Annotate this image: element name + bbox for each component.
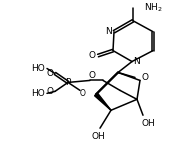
Text: O: O — [46, 69, 53, 78]
Text: P: P — [65, 78, 71, 87]
Text: O: O — [89, 51, 96, 60]
Text: NH$_2$: NH$_2$ — [144, 2, 163, 14]
Text: N: N — [106, 27, 112, 36]
Text: O: O — [46, 87, 53, 96]
Text: HO: HO — [31, 89, 45, 98]
Text: O: O — [80, 89, 86, 98]
Text: O: O — [141, 73, 148, 82]
Text: O: O — [89, 71, 96, 80]
Text: OH: OH — [91, 132, 105, 141]
Text: N: N — [134, 57, 140, 66]
Polygon shape — [94, 93, 111, 110]
Text: HO: HO — [31, 64, 45, 73]
Text: OH: OH — [141, 119, 155, 128]
